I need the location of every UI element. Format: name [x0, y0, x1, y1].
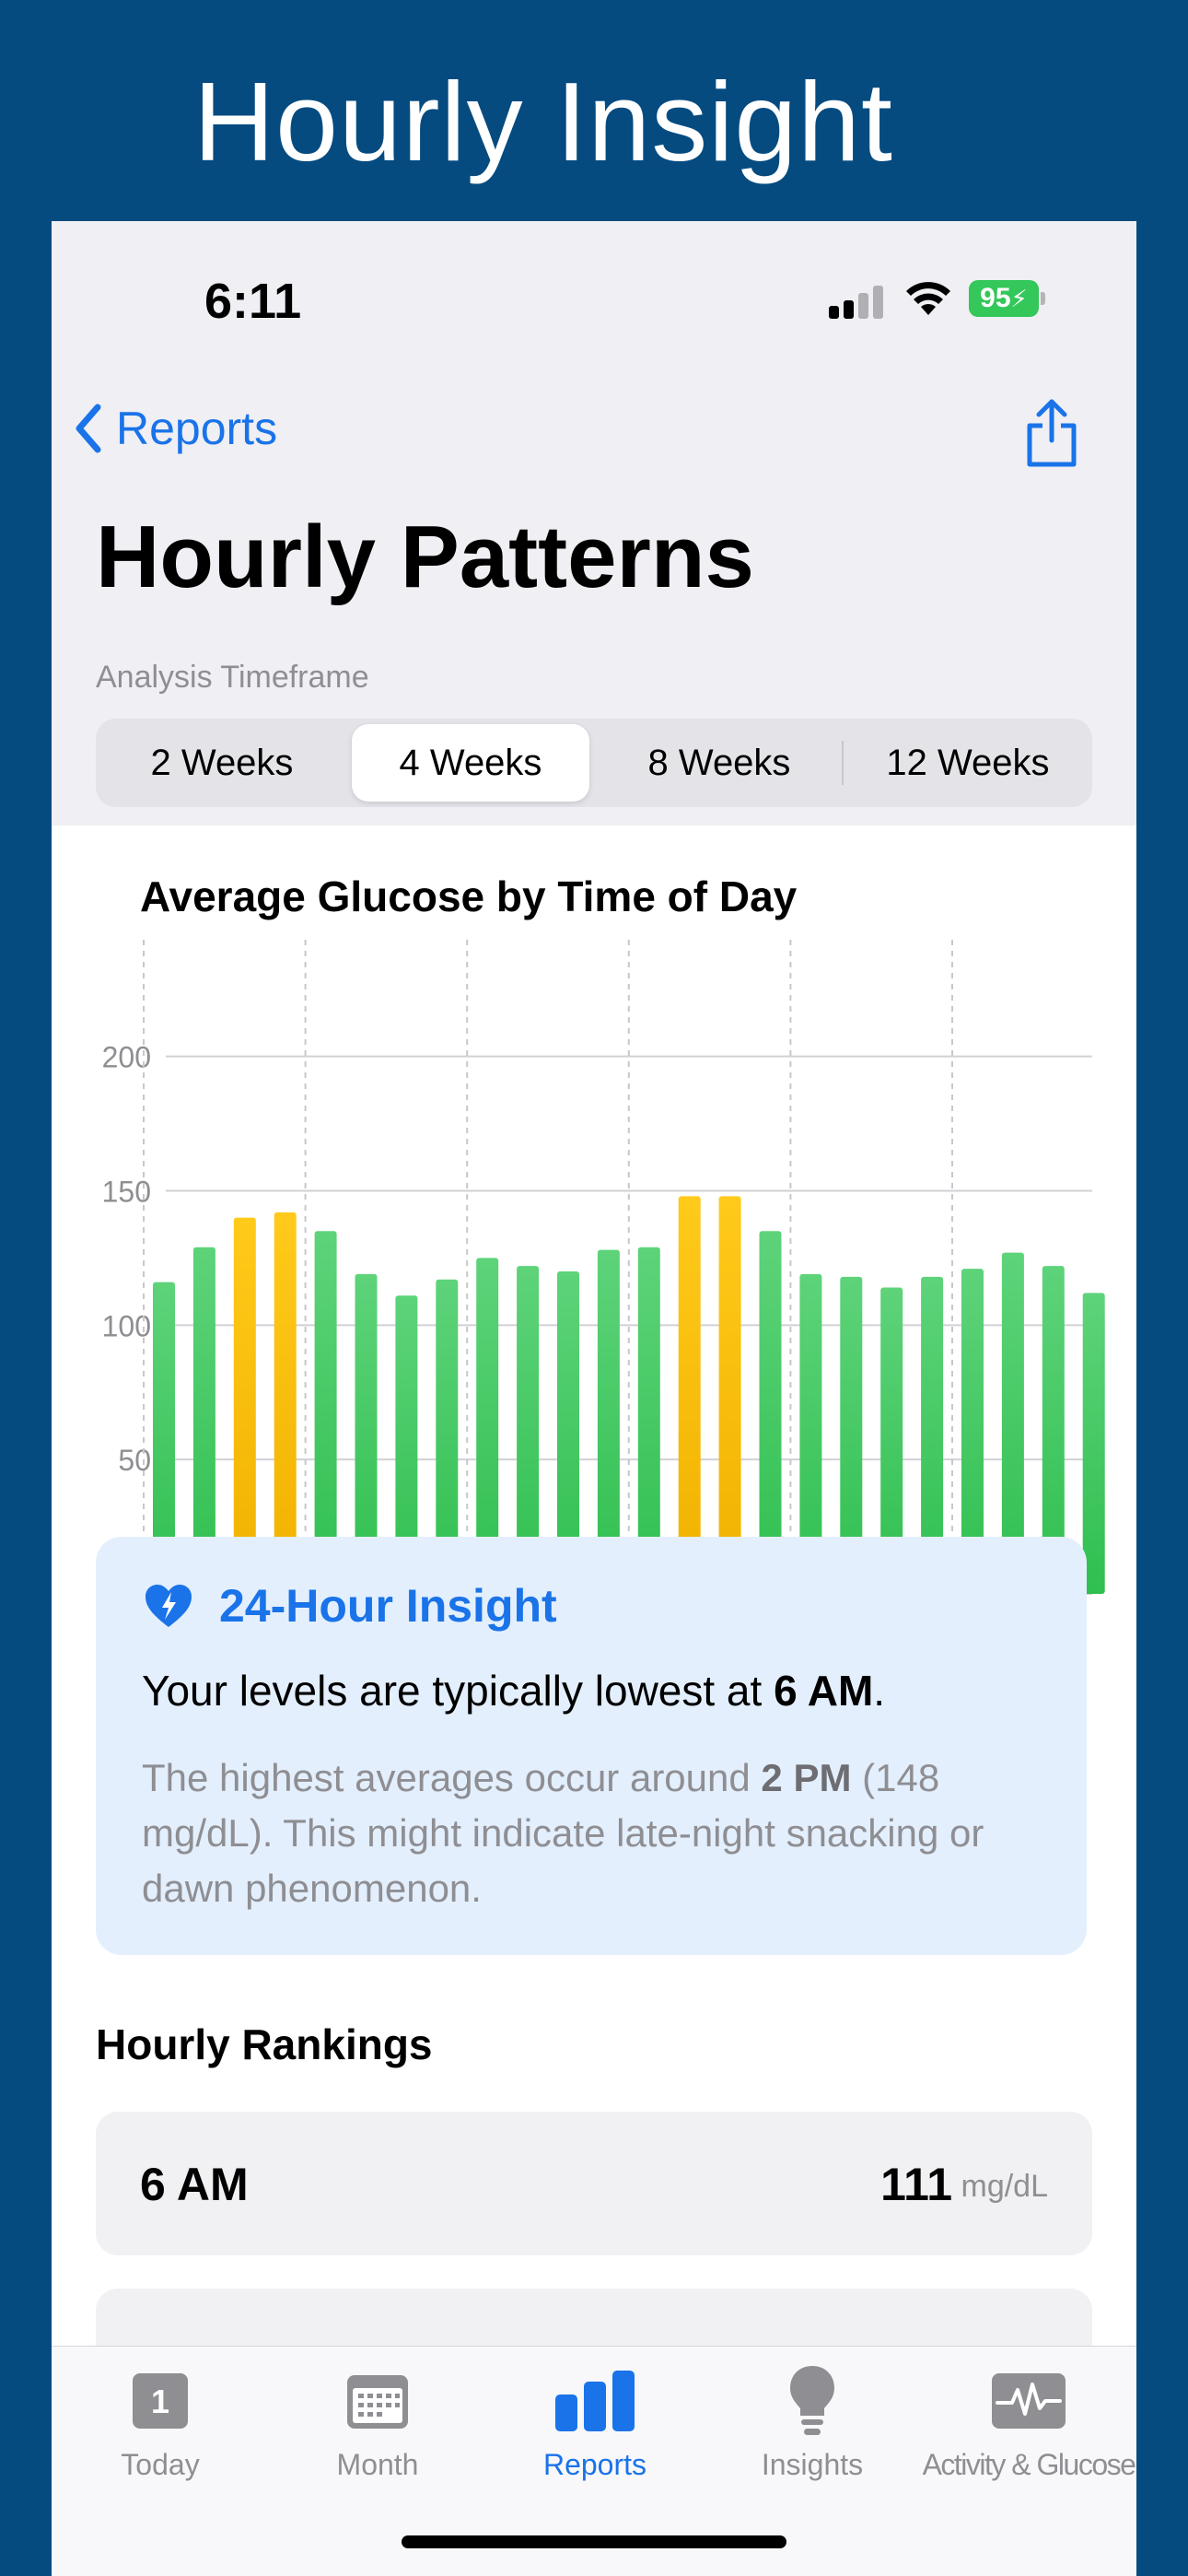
back-button[interactable]: Reports [72, 402, 277, 455]
insight-heading-text: 24-Hour Insight [219, 1580, 557, 1632]
home-indicator [402, 2535, 786, 2548]
chevron-left-icon [76, 404, 101, 453]
chart-bar [355, 1273, 378, 1594]
timeframe-option-2-weeks[interactable]: 2 Weeks [150, 742, 294, 783]
y-tick-label: 50 [118, 1444, 151, 1477]
tab-label: Insights [761, 2448, 864, 2481]
phone-screen: 6:11 95 ⚡ Reports Hourly Patterns Analysi… [52, 221, 1136, 2576]
tab-today[interactable]: 1 Today [52, 2359, 269, 2498]
bar-chart-icon [555, 2371, 635, 2431]
tab-label: Month [336, 2448, 419, 2481]
promo-title: Hourly Insight [193, 59, 893, 184]
back-label: Reports [116, 403, 278, 454]
timeframe-option-8-weeks[interactable]: 8 Weeks [647, 742, 791, 783]
chart-bar [597, 1249, 620, 1594]
tab-activity-glucose[interactable]: Activity & Glucose [921, 2359, 1136, 2498]
battery-nub [1041, 292, 1045, 305]
chart-bar [880, 1287, 903, 1594]
wifi-icon [906, 282, 950, 315]
chart-bar [1001, 1252, 1024, 1594]
chart-bar [153, 1282, 175, 1594]
y-tick-label: 100 [102, 1309, 151, 1342]
insight-highest-hour: 2 PM [761, 1756, 852, 1799]
insight-detail-prefix: The highest averages occur around [142, 1756, 762, 1799]
chart-bar [436, 1279, 459, 1594]
chart-bar [840, 1276, 863, 1594]
tab-label: Reports [542, 2448, 647, 2481]
tab-month[interactable]: Month [269, 2359, 486, 2498]
chart-bar [314, 1231, 337, 1594]
tab-label: Today [121, 2448, 200, 2481]
chart-bar [1042, 1266, 1065, 1594]
insight-detail: The highest averages occur around 2 PM (… [142, 1751, 1063, 1916]
glucose-hourly-chart: 050100150200Mid48Noon1620 [102, 940, 1105, 1639]
rankings-title: Hourly Rankings [96, 2020, 433, 2068]
chart-bar [759, 1231, 782, 1594]
chart-bar [274, 1212, 297, 1594]
chart-bar [961, 1269, 984, 1594]
segment-divider [842, 741, 844, 785]
insight-detail-suffix: (148 mg/dL). This might indicate late-ni… [142, 1756, 984, 1910]
timeframe-segmented-control: 2 Weeks 4 Weeks 8 Weeks 12 Weeks [96, 719, 1092, 807]
chart-bar [799, 1273, 822, 1594]
chart-bar [192, 1247, 215, 1594]
page-title: Hourly Patterns [96, 508, 754, 606]
calendar-day-icon: 1 [133, 2373, 188, 2429]
ranking-unit: mg/dL [961, 2169, 1049, 2204]
chart-bar [1082, 1293, 1105, 1594]
battery-icon: 95 ⚡ [969, 280, 1039, 317]
chart-bar [476, 1258, 499, 1594]
ranking-hour: 6 AM [140, 2159, 249, 2210]
timeframe-option-4-weeks[interactable]: 4 Weeks [352, 724, 589, 802]
chart-bar [921, 1276, 944, 1594]
insight-summary: Your levels are typically lowest at 6 AM… [142, 1666, 885, 1715]
waveform-icon [992, 2373, 1066, 2429]
chart-title: Average Glucose by Time of Day [140, 872, 798, 920]
chart-bar [678, 1196, 701, 1594]
insight-heading: 24-Hour Insight [144, 1579, 557, 1633]
chart-bar [233, 1217, 256, 1594]
chart-bar [637, 1247, 660, 1594]
lightbulb-icon [790, 2366, 834, 2435]
share-icon[interactable] [1022, 396, 1081, 470]
y-tick-label: 150 [102, 1176, 151, 1209]
chart-bar [557, 1271, 579, 1594]
heart-bolt-icon [146, 1585, 192, 1627]
chart-bar [395, 1295, 418, 1594]
chart-bar [718, 1196, 741, 1594]
tab-label: Activity & Glucose [922, 2448, 1136, 2481]
timeframe-option-12-weeks[interactable]: 12 Weeks [886, 742, 1050, 783]
insight-summary-prefix: Your levels are typically lowest at [142, 1667, 775, 1715]
chart-bar [517, 1266, 540, 1594]
status-time: 6:11 [204, 274, 302, 329]
ranking-value: 111 [880, 2159, 952, 2210]
battery-level: 95 [980, 283, 1011, 313]
insight-lowest-hour: 6 AM [774, 1667, 874, 1715]
calendar-grid-icon [347, 2375, 408, 2429]
tab-insights[interactable]: Insights [704, 2359, 921, 2498]
insight-summary-suffix: . [873, 1667, 886, 1715]
y-tick-label: 200 [102, 1041, 151, 1074]
insight-card: 24-Hour Insight Your levels are typicall… [96, 1537, 1087, 1955]
tab-reports[interactable]: Reports [486, 2359, 704, 2498]
ranking-row[interactable]: 6 AM 111 mg/dL [96, 2112, 1092, 2255]
today-badge: 1 [151, 2383, 169, 2420]
timeframe-label: Analysis Timeframe [96, 660, 369, 695]
cellular-signal-icon [829, 286, 886, 319]
